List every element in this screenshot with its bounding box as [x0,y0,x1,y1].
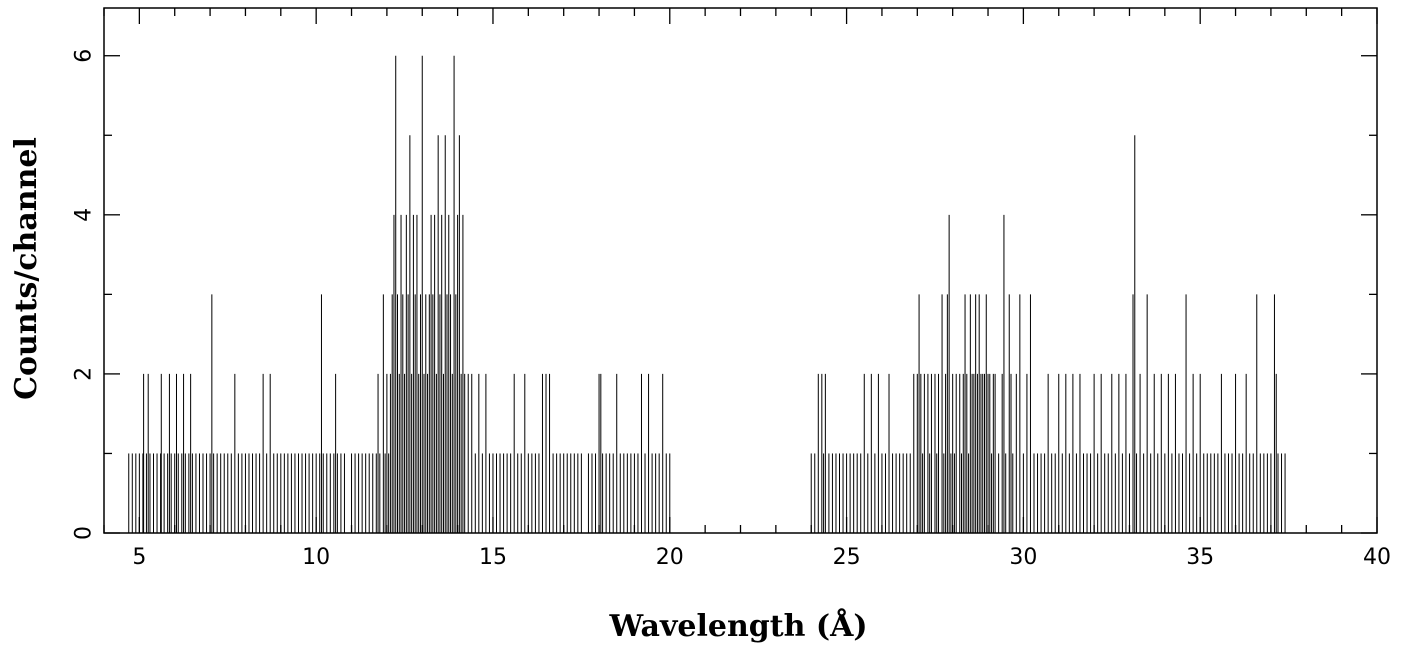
plot-frame [103,7,1378,534]
x-axis-label: Wavelength (Å) [608,608,867,644]
x-tick-label: 15 [479,545,507,570]
axis-ticks [103,8,1378,534]
x-tick-label: 10 [302,545,330,570]
x-tick-label: 35 [1186,545,1214,570]
x-tick-label: 25 [833,545,861,570]
tick-labels: 5 10 15 20 25 30 35 40 0 2 4 6 [72,49,1391,570]
y-tick-label: 6 [72,49,97,63]
y-tick-label: 4 [72,208,97,222]
histogram-bars [128,55,1286,533]
y-tick-label: 0 [72,526,97,540]
x-tick-label: 30 [1009,545,1037,570]
x-tick-label: 5 [132,545,146,570]
x-tick-label: 20 [656,545,684,570]
y-tick-label: 2 [72,367,97,381]
x-tick-label: 40 [1363,545,1391,570]
y-axis-label: Counts/channel [9,137,44,400]
